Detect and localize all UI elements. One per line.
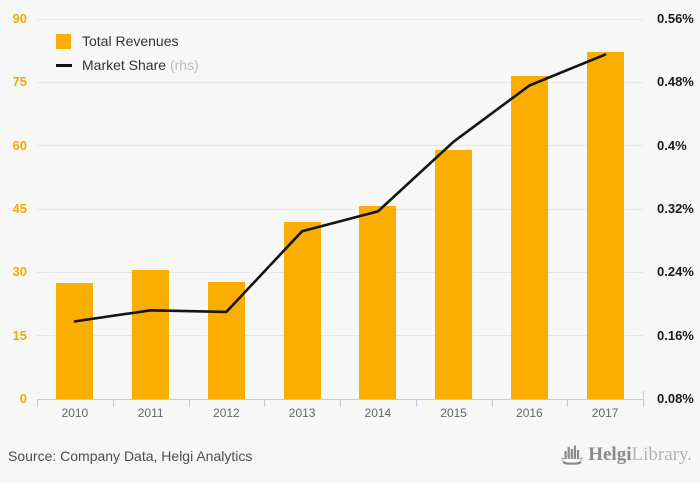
left-axis-tick-0: 0: [19, 391, 27, 406]
legend: Total Revenues Market Share (rhs): [56, 29, 199, 77]
legend-label-market-share: Market Share (rhs): [82, 57, 199, 73]
x-axis-line: [37, 399, 644, 400]
legend-rhs-suffix: (rhs): [169, 57, 199, 73]
x-axis-tick: [188, 400, 190, 407]
gridline-30: [37, 271, 643, 273]
bar-2016: [510, 76, 548, 399]
x-axis-tick: [37, 400, 38, 407]
x-axis-label-2011: 2011: [137, 406, 164, 420]
left-axis-tick-90: 90: [12, 11, 27, 26]
x-axis-label-2014: 2014: [364, 406, 392, 420]
source-attribution: Source: Company Data, Helgi Analytics: [8, 448, 253, 464]
chart-footer: Source: Company Data, Helgi Analytics He…: [0, 440, 700, 483]
bar-2012: [207, 281, 245, 399]
legend-item-total-revenues: Total Revenues: [56, 29, 199, 53]
x-axis-label-2017: 2017: [591, 406, 619, 420]
x-axis-tick: [643, 400, 644, 407]
gridline-90: [37, 18, 643, 20]
left-axis-tick-45: 45: [12, 201, 27, 216]
left-axis-tick-75: 75: [12, 74, 27, 90]
gridline-15: [37, 335, 643, 337]
x-axis-tick: [264, 400, 266, 407]
legend-label-market-share-text: Market Share: [82, 57, 170, 73]
x-axis-tick: [340, 400, 341, 407]
bar-line-chart: 0 0.08% 15 0.16% 30 0.24% 45 0.32% 60 0.4% 75 0.48%…: [12, 11, 694, 420]
x-axis-label-2012: 2012: [213, 406, 240, 420]
logo-wordmark-library: Library.: [631, 443, 693, 465]
gridline-45: [37, 208, 643, 210]
line-swatch-icon: [56, 63, 72, 67]
x-axis-tick: [491, 400, 493, 407]
helgi-bars-boat-icon: [561, 445, 584, 465]
x-axis-tick: [112, 400, 114, 407]
left-axis-tick-60: 60: [12, 137, 27, 153]
x-axis-label-2015: 2015: [440, 406, 467, 420]
legend-label-total-revenues: Total Revenues: [82, 33, 179, 49]
x-axis-tick: [415, 400, 417, 407]
right-axis-tick-0.48%: 0.48%: [657, 74, 694, 90]
bar-2017: [586, 51, 624, 399]
x-axis-end-tick: [643, 391, 644, 399]
bar-2010: [56, 282, 94, 399]
right-axis-tick-0.32%: 0.32%: [657, 201, 694, 216]
bar-2011: [132, 269, 170, 399]
plot-area: 0 0.08% 15 0.16% 30 0.24% 45 0.32% 60 0.4% 75 0.48%…: [12, 11, 694, 420]
right-axis-tick-0.08%: 0.08%: [657, 391, 694, 406]
right-axis-tick-0.16%: 0.16%: [657, 327, 694, 343]
logo-wordmark: HelgiLibrary.: [588, 444, 692, 466]
right-axis-tick-0.56%: 0.56%: [657, 11, 694, 26]
bar-2014: [359, 206, 397, 399]
right-axis-tick-0.24%: 0.24%: [657, 264, 694, 280]
bar-2015: [435, 149, 473, 399]
gridline-60: [37, 145, 643, 147]
x-axis-label-2010: 2010: [61, 406, 89, 420]
market-share-line: [73, 53, 607, 323]
right-axis-tick-0.4%: 0.4%: [657, 137, 687, 153]
x-axis-label-2016: 2016: [516, 406, 543, 420]
logo-wordmark-helgi: Helgi: [588, 443, 632, 465]
left-axis-tick-15: 15: [12, 327, 27, 343]
left-axis-tick-30: 30: [12, 264, 27, 280]
x-axis-tick: [567, 400, 569, 407]
x-axis-label-2013: 2013: [288, 406, 316, 420]
gridline-75: [37, 81, 643, 83]
helgi-library-logo: HelgiLibrary.: [561, 443, 692, 466]
bar-swatch-icon: [56, 33, 71, 49]
bar-2013: [283, 221, 321, 399]
legend-item-market-share: Market Share (rhs): [56, 53, 199, 77]
